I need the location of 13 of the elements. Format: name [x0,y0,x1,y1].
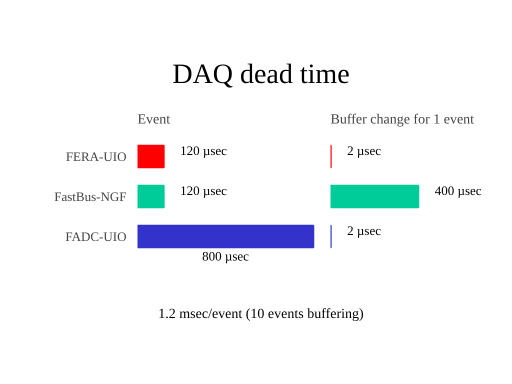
data-label: 120 µsec [180,183,228,198]
chart-title: Buffer change for 1 event [330,112,474,128]
data-label: 2 µsec [347,223,382,238]
chart-subtitle: Event [138,112,170,128]
data-label: 400 µsec [434,183,482,198]
chart-title: DAQ dead time [172,58,350,92]
y-tick-label: FERA-UIO [66,149,127,164]
y-tick-label: FADC-UIO [65,229,127,244]
y-tick-label: FastBus-NGF [54,189,127,204]
data-label: 120 µsec [180,143,228,158]
text: 1.2 msec/event (10 events buffering) [158,306,364,324]
data-label: 2 µsec [347,143,382,158]
data-label: 800 µsec [202,248,250,264]
